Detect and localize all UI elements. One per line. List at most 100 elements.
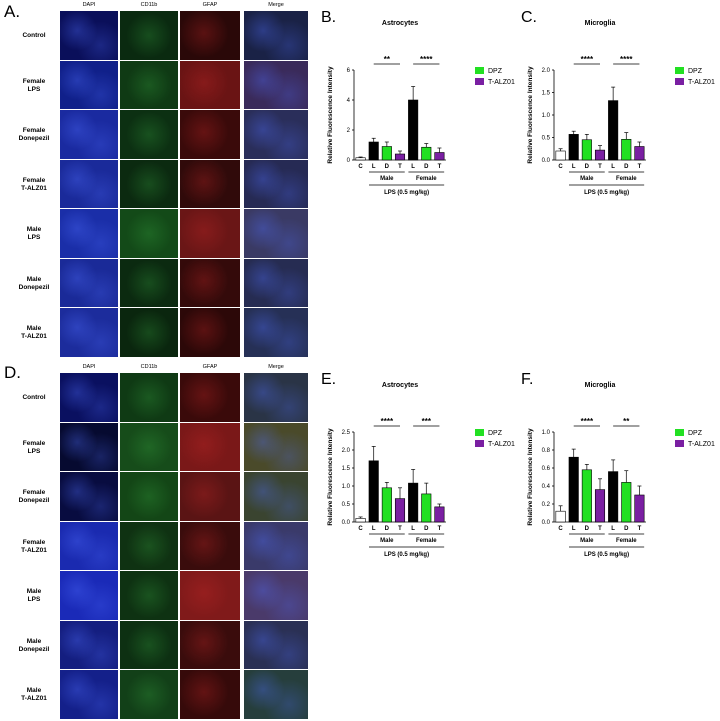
micrograph-dapi (60, 110, 118, 159)
group-label: Female (416, 176, 437, 182)
significance-stars: **** (381, 417, 394, 426)
category-label: L (572, 164, 576, 170)
micrograph-cd11b (120, 209, 178, 258)
bar (608, 100, 619, 161)
micrograph-cd11b (120, 670, 178, 719)
micrograph-gfap (180, 258, 240, 307)
panel-letter: B. (321, 9, 336, 26)
image-grid-d: DAPI CD11b GFAP Merge Control Female LPS Female… (0, 362, 312, 721)
row-label: Control (22, 32, 46, 39)
micrograph-merge (244, 521, 308, 570)
micrograph-cd11b (120, 110, 178, 159)
bar (434, 506, 445, 523)
y-tick-label: 1.0 (542, 113, 551, 119)
category-label: L (572, 526, 576, 532)
category-label: D (624, 526, 629, 532)
column-header-cd11b: CD11b (140, 2, 158, 8)
column-header-gfap: GFAP (202, 2, 218, 8)
micrograph-merge (244, 209, 308, 258)
significance-stars: **** (581, 55, 594, 64)
legend-swatch (475, 67, 484, 74)
significance-stars: ** (623, 417, 630, 426)
micrograph-cd11b (120, 571, 178, 620)
category-label: L (372, 526, 376, 532)
micrograph-gfap (180, 521, 240, 570)
legend-label: DPZ (688, 430, 703, 437)
chart-title: Astrocytes (382, 382, 418, 389)
chart-title: Microglia (585, 20, 616, 27)
micrograph-gfap (180, 472, 240, 521)
micrograph-dapi (60, 670, 118, 719)
y-tick-label: 0.5 (542, 136, 551, 142)
micrograph-gfap (180, 422, 240, 471)
group-label: Male (380, 538, 394, 544)
micrograph-merge (244, 258, 308, 307)
row-label: Control (22, 394, 46, 401)
legend-swatch (675, 440, 684, 447)
bar (408, 99, 419, 161)
bar (634, 494, 645, 523)
bar (381, 487, 392, 523)
y-tick-label: 0.6 (542, 466, 551, 472)
group-label: Male (580, 176, 594, 182)
category-label: D (385, 526, 390, 532)
category-label: D (424, 526, 429, 532)
bar (621, 139, 632, 161)
y-tick-label: 0 (347, 158, 351, 164)
micrograph-cd11b (120, 422, 178, 471)
y-tick-label: 2.0 (542, 68, 551, 74)
category-label: T (438, 164, 442, 170)
row-label: Female LPS (22, 77, 46, 93)
legend-label: DPZ (688, 68, 703, 75)
legend-swatch (675, 78, 684, 85)
group-label: Female (616, 538, 637, 544)
micrograph-gfap (180, 110, 240, 159)
y-tick-label: 2.5 (342, 430, 351, 436)
micrograph-dapi (60, 620, 118, 669)
legend-label: T-ALZ01 (488, 441, 515, 448)
micrograph-merge (244, 571, 308, 620)
bar (421, 146, 432, 161)
y-tick-label: 0.5 (342, 502, 351, 508)
bar (621, 482, 632, 523)
category-label: T (598, 164, 602, 170)
legend-swatch (675, 429, 684, 436)
category-label: L (611, 164, 615, 170)
micrograph-merge (244, 159, 308, 208)
image-grid-a: DAPI CD11b GFAP Merge Control Female LPS Female… (0, 0, 312, 360)
category-label: D (585, 164, 590, 170)
category-label: C (558, 164, 563, 170)
bar (594, 489, 606, 523)
bar (408, 482, 419, 523)
category-label: C (358, 526, 363, 532)
bar (634, 146, 645, 161)
row-label: Male LPS (26, 226, 42, 241)
category-label: T (598, 526, 602, 532)
panel-letter: C. (521, 9, 537, 26)
row-label: Male LPS (26, 588, 42, 603)
column-header-merge: Merge (268, 2, 284, 8)
row-label: Male Donepezil (18, 637, 50, 653)
y-tick-label: 0.4 (542, 484, 551, 490)
micrograph-dapi (60, 159, 118, 208)
y-tick-label: 0.0 (542, 520, 551, 526)
y-tick-label: 1.0 (542, 430, 551, 436)
treatment-label: LPS (0.5 mg/kg) (584, 552, 629, 558)
micrograph-merge (244, 620, 308, 669)
micrograph-merge (244, 308, 308, 357)
category-label: L (411, 526, 415, 532)
bar (381, 146, 392, 161)
legend-swatch (675, 67, 684, 74)
column-header-merge: Merge (268, 364, 284, 370)
panel-letter-d: D. (4, 363, 21, 382)
y-axis-label: Relative Fluorescence Intensity (527, 66, 534, 164)
y-tick-label: 0.2 (542, 502, 551, 508)
legend-label: DPZ (488, 430, 503, 437)
group-label: Female (616, 176, 637, 182)
legend-label: T-ALZ01 (688, 441, 715, 448)
chart-b: B. Astrocytes Relative Fluorescence Intens… (318, 0, 518, 215)
y-tick-label: 4 (347, 98, 351, 104)
row-label: Male T-ALZ01 (21, 325, 47, 340)
row-label: Female Donepezil (18, 489, 50, 504)
column-header-dapi: DAPI (82, 2, 96, 8)
